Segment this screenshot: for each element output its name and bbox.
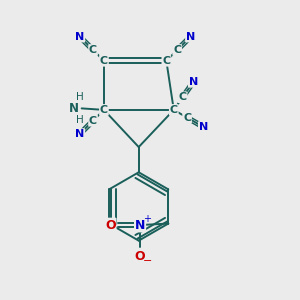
Text: +: + <box>143 214 152 224</box>
Text: N: N <box>189 77 198 87</box>
Text: N: N <box>135 218 145 232</box>
Text: C: C <box>178 92 187 102</box>
Text: C: C <box>89 116 97 126</box>
Text: N: N <box>75 129 84 139</box>
Text: C: C <box>162 56 170 66</box>
Text: C: C <box>183 112 191 123</box>
Text: C: C <box>100 105 108 115</box>
Text: O: O <box>105 218 116 232</box>
Text: N: N <box>69 102 79 115</box>
Text: N: N <box>186 32 195 42</box>
Text: H: H <box>76 92 83 102</box>
Text: C: C <box>89 45 97 55</box>
Text: O: O <box>135 250 146 263</box>
Text: C: C <box>173 45 181 55</box>
Text: H: H <box>76 115 83 125</box>
Text: N: N <box>75 32 84 42</box>
Text: C: C <box>100 56 108 66</box>
Text: −: − <box>143 256 152 266</box>
Text: N: N <box>199 122 208 132</box>
Text: C: C <box>170 105 178 115</box>
